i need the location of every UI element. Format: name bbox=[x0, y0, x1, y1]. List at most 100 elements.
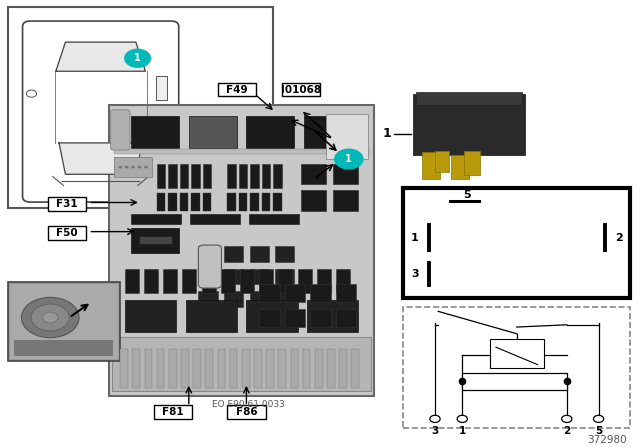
Bar bbox=[262, 164, 270, 188]
Bar bbox=[285, 284, 305, 302]
Bar bbox=[301, 190, 326, 211]
Bar bbox=[154, 405, 192, 419]
Bar bbox=[191, 193, 200, 211]
Text: 1: 1 bbox=[346, 154, 352, 164]
Bar bbox=[181, 349, 189, 388]
Bar bbox=[48, 226, 86, 240]
Bar bbox=[249, 214, 299, 224]
Text: 1: 1 bbox=[459, 426, 466, 436]
Text: F49: F49 bbox=[226, 85, 248, 95]
Circle shape bbox=[131, 166, 135, 168]
Polygon shape bbox=[59, 143, 142, 174]
Circle shape bbox=[26, 90, 36, 97]
Text: 1: 1 bbox=[411, 233, 419, 243]
Bar bbox=[336, 284, 356, 302]
Circle shape bbox=[430, 415, 440, 422]
Bar bbox=[180, 164, 188, 188]
Bar bbox=[273, 164, 282, 188]
Bar bbox=[163, 269, 177, 293]
Bar bbox=[224, 291, 243, 307]
Bar bbox=[8, 282, 120, 361]
Circle shape bbox=[31, 304, 69, 331]
Bar bbox=[157, 193, 165, 211]
Bar bbox=[298, 269, 312, 293]
Bar bbox=[254, 349, 262, 388]
Bar bbox=[239, 164, 247, 188]
Bar bbox=[301, 164, 326, 184]
Bar bbox=[156, 76, 167, 100]
Bar bbox=[198, 269, 218, 284]
Text: F31: F31 bbox=[56, 199, 78, 209]
Text: 1: 1 bbox=[383, 127, 392, 140]
Bar bbox=[131, 214, 181, 224]
Bar bbox=[131, 116, 179, 148]
Text: F81: F81 bbox=[162, 407, 184, 417]
Bar bbox=[327, 349, 335, 388]
Bar bbox=[310, 309, 331, 327]
Bar bbox=[336, 269, 350, 293]
Bar bbox=[205, 349, 213, 388]
Bar bbox=[250, 291, 269, 307]
Bar bbox=[227, 405, 266, 419]
Bar bbox=[230, 349, 237, 388]
Text: 372980: 372980 bbox=[588, 435, 627, 445]
Bar bbox=[169, 349, 177, 388]
Circle shape bbox=[42, 312, 58, 323]
Bar bbox=[239, 193, 247, 211]
Bar bbox=[203, 193, 211, 211]
Bar bbox=[462, 373, 567, 390]
Text: 5: 5 bbox=[463, 190, 471, 200]
Text: 2: 2 bbox=[615, 233, 623, 243]
Text: F86: F86 bbox=[236, 407, 257, 417]
Bar bbox=[125, 269, 139, 293]
Bar bbox=[218, 349, 225, 388]
Bar bbox=[275, 246, 294, 262]
Bar bbox=[202, 269, 216, 293]
Circle shape bbox=[593, 415, 604, 422]
Text: 2: 2 bbox=[563, 426, 570, 436]
Bar bbox=[333, 164, 358, 184]
Bar bbox=[114, 149, 369, 154]
Bar bbox=[191, 164, 200, 188]
Bar bbox=[333, 190, 358, 211]
Bar bbox=[339, 349, 347, 388]
Circle shape bbox=[125, 49, 150, 67]
Bar bbox=[266, 349, 274, 388]
Circle shape bbox=[457, 415, 467, 422]
Bar bbox=[227, 193, 236, 211]
Circle shape bbox=[562, 415, 572, 422]
Circle shape bbox=[144, 166, 148, 168]
Bar bbox=[275, 269, 294, 284]
FancyBboxPatch shape bbox=[198, 245, 221, 288]
Bar bbox=[351, 349, 359, 388]
Bar bbox=[246, 300, 298, 332]
Bar bbox=[304, 116, 352, 148]
Bar bbox=[317, 269, 331, 293]
Bar bbox=[403, 307, 630, 428]
Bar bbox=[416, 92, 522, 105]
Bar bbox=[262, 193, 270, 211]
Bar bbox=[189, 116, 237, 148]
Bar bbox=[259, 284, 280, 302]
Bar bbox=[282, 83, 320, 96]
Bar bbox=[8, 7, 273, 208]
Bar bbox=[131, 228, 179, 253]
Bar bbox=[132, 349, 140, 388]
Circle shape bbox=[125, 166, 129, 168]
Bar bbox=[145, 349, 152, 388]
Bar bbox=[422, 152, 440, 179]
Bar bbox=[326, 114, 368, 159]
Bar bbox=[224, 246, 243, 262]
Bar bbox=[198, 291, 218, 307]
Circle shape bbox=[21, 297, 79, 338]
Bar bbox=[186, 300, 237, 332]
Bar bbox=[315, 349, 323, 388]
Bar bbox=[109, 105, 374, 396]
Bar bbox=[259, 269, 273, 293]
FancyBboxPatch shape bbox=[111, 110, 130, 150]
Bar bbox=[303, 349, 310, 388]
Bar bbox=[190, 214, 240, 224]
Bar bbox=[273, 193, 282, 211]
Bar bbox=[250, 269, 269, 284]
Bar bbox=[140, 237, 172, 244]
